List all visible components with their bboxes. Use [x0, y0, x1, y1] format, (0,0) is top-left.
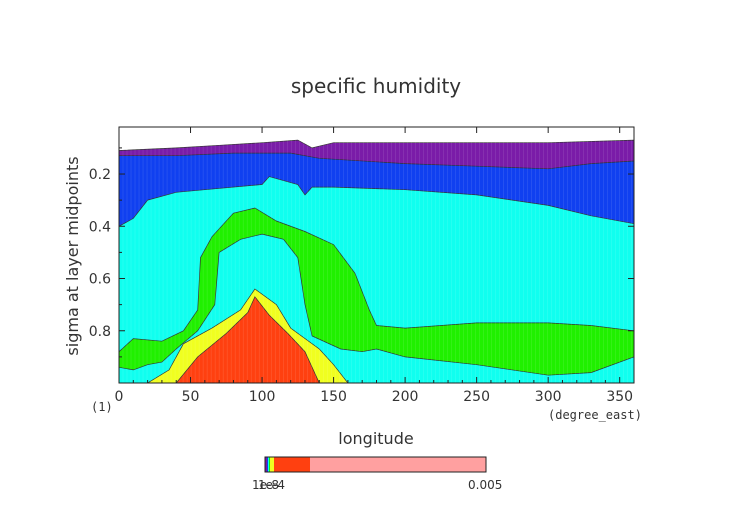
colorbar-seg-6	[274, 457, 310, 472]
x-axis-units: (degree_east)	[548, 408, 642, 422]
colorbar-min-label: 1e-8	[252, 478, 279, 492]
colorbar-mid-label: 1e-4	[258, 478, 285, 492]
x-tick-label: 0	[115, 389, 124, 405]
y-tick-label: 0.2	[89, 167, 111, 183]
x-tick-label: 50	[182, 389, 200, 405]
x-tick-label: 150	[320, 389, 347, 405]
y-tick-label: 0.6	[89, 272, 111, 288]
contour-plot-area	[119, 127, 634, 383]
colorbar: 1e-8 1e-4 0.005	[252, 456, 502, 492]
x-axis-label: longitude	[338, 429, 413, 448]
colorbar-seg-5	[270, 457, 274, 472]
colorbar-seg-1	[265, 457, 267, 472]
colorbar-frame	[264, 456, 487, 473]
contour-level-6	[175, 296, 320, 383]
x-tick-label: 100	[249, 389, 276, 405]
chart-title: specific humidity	[291, 74, 461, 98]
y-axis-units: (1)	[91, 400, 113, 414]
x-tick-label: 300	[535, 389, 562, 405]
y-axis-ticks: 0.2 0.4 0.6 0.8	[89, 147, 634, 384]
y-axis-label: sigma at layer midpoints	[63, 156, 82, 355]
colorbar-max-label: 0.005	[468, 478, 502, 492]
colorbar-seg-2	[267, 457, 268, 472]
y-tick-label: 0.4	[89, 219, 111, 235]
y-tick-label: 0.8	[89, 324, 111, 340]
x-axis-ticks: 0 50 100 150 200 250 300 350	[115, 127, 633, 405]
grid-texture	[119, 127, 632, 383]
x-tick-label: 250	[463, 389, 490, 405]
colorbar-seg-4	[269, 457, 270, 472]
x-tick-label: 350	[606, 389, 633, 405]
colorbar-seg-7	[310, 457, 486, 472]
colorbar-seg-3	[268, 457, 269, 472]
x-tick-label: 200	[392, 389, 419, 405]
